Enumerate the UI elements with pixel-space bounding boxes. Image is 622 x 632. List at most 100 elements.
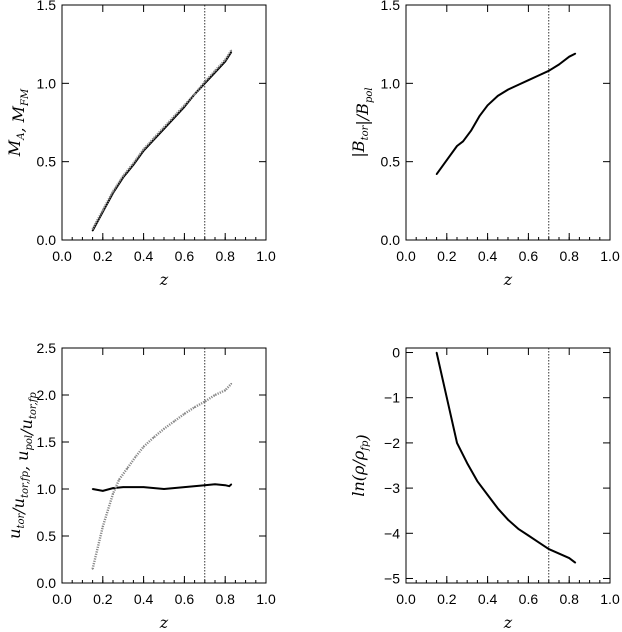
data-point bbox=[122, 174, 124, 177]
data-point bbox=[173, 420, 175, 423]
y-tick-label: 1.5 bbox=[381, 0, 401, 13]
y-tick-label: −5 bbox=[384, 570, 400, 586]
data-point bbox=[134, 456, 137, 458]
x-tick-label: 0.2 bbox=[437, 591, 457, 607]
y-axis-label: MA, MFM bbox=[5, 88, 31, 157]
y-label-part: M bbox=[5, 139, 24, 157]
data-point bbox=[91, 228, 94, 230]
y-tick-label: 0.5 bbox=[37, 528, 57, 544]
x-tick-label: 0.6 bbox=[175, 591, 195, 607]
data-point bbox=[204, 484, 206, 487]
data-point bbox=[228, 485, 231, 487]
data-point bbox=[142, 148, 145, 150]
y-tick-label: 0.0 bbox=[381, 232, 401, 248]
data-point bbox=[214, 394, 216, 396]
data-point bbox=[230, 382, 233, 385]
data-point bbox=[507, 518, 509, 521]
y-label-subscript: A bbox=[16, 133, 27, 141]
y-label-part: , M bbox=[9, 105, 28, 132]
data-point bbox=[183, 486, 186, 488]
data-point bbox=[470, 129, 473, 132]
plot-frame bbox=[405, 347, 611, 584]
y-tick-label: −3 bbox=[384, 480, 400, 496]
data-point bbox=[183, 104, 186, 107]
series-line-1 bbox=[435, 352, 576, 564]
y-label-part: |B bbox=[349, 140, 368, 157]
data-point bbox=[118, 478, 120, 481]
data-point bbox=[548, 548, 550, 550]
x-axis-label: z bbox=[503, 613, 513, 632]
x-tick-label: 0.2 bbox=[93, 248, 113, 264]
plot-frame bbox=[61, 347, 267, 584]
data-point bbox=[462, 140, 464, 143]
y-label-subscript: pol bbox=[364, 87, 375, 103]
data-point bbox=[163, 126, 165, 128]
data-point bbox=[193, 406, 196, 409]
x-axis-label: z bbox=[159, 270, 169, 289]
y-label-part: ) bbox=[353, 434, 372, 441]
y-label-subscript: tor bbox=[360, 124, 371, 140]
y-label-part: |/B bbox=[353, 103, 372, 126]
data-point bbox=[456, 145, 458, 147]
data-point bbox=[486, 104, 489, 107]
data-point bbox=[446, 159, 448, 161]
data-point bbox=[537, 541, 540, 544]
y-label-part: /u bbox=[9, 498, 28, 516]
data-point bbox=[102, 209, 104, 212]
x-axis-label: z bbox=[159, 613, 169, 632]
data-point bbox=[163, 488, 165, 490]
data-point bbox=[574, 561, 577, 564]
y-label-subscript: tor bbox=[16, 512, 27, 528]
x-tick-label: 0.8 bbox=[215, 591, 235, 607]
data-point bbox=[153, 137, 155, 139]
x-tick-label: 0.8 bbox=[559, 248, 579, 264]
data-point bbox=[435, 173, 438, 175]
y-label-subscript: fp bbox=[360, 440, 371, 452]
data-point bbox=[435, 351, 438, 354]
x-tick-label: 0.4 bbox=[478, 248, 498, 264]
data-point bbox=[102, 525, 104, 528]
y-tick-label: −2 bbox=[384, 435, 400, 451]
data-point bbox=[548, 70, 550, 72]
x-tick-label: 0.4 bbox=[134, 591, 154, 607]
series-line-2 bbox=[91, 382, 233, 570]
x-tick-label: 0.8 bbox=[215, 248, 235, 264]
data-point bbox=[230, 49, 233, 52]
data-point bbox=[517, 527, 519, 530]
x-tick-label: 0.6 bbox=[175, 248, 195, 264]
x-tick-label: 0.4 bbox=[478, 591, 498, 607]
data-point bbox=[537, 74, 540, 77]
data-point bbox=[568, 557, 570, 559]
x-tick-label: 0.0 bbox=[52, 248, 72, 264]
x-tick-label: 0.0 bbox=[52, 591, 72, 607]
data-point bbox=[230, 483, 233, 486]
y-label-subscript: FM bbox=[20, 88, 31, 107]
y-axis-label: ln(ρ/ρfp) bbox=[349, 434, 372, 496]
data-point bbox=[486, 494, 489, 496]
data-point bbox=[456, 442, 458, 444]
data-point bbox=[446, 396, 448, 399]
x-tick-label: 0.8 bbox=[559, 591, 579, 607]
data-point bbox=[476, 480, 479, 483]
y-tick-label: 1.0 bbox=[37, 481, 57, 497]
x-tick-label: 1.0 bbox=[256, 248, 276, 264]
x-tick-label: 1.0 bbox=[256, 591, 276, 607]
data-point bbox=[507, 88, 509, 91]
data-point bbox=[112, 487, 114, 489]
data-point bbox=[224, 484, 226, 487]
panel-4: 0.0 0.2 0.4 0.6 0.8 1.0 0 −1 −2 −3 −4 −5 z ln(ρ/ρfp) bbox=[349, 345, 620, 632]
data-point bbox=[558, 552, 560, 555]
data-point bbox=[224, 59, 226, 61]
y-axis-label: utor/utor,fp, upol/utor,fp bbox=[5, 392, 39, 539]
x-tick-label: 1.0 bbox=[600, 248, 620, 264]
y-tick-label: 2.0 bbox=[37, 387, 57, 403]
data-point bbox=[91, 568, 94, 570]
data-point bbox=[126, 467, 129, 470]
y-axis-label: |Btor|/Bpol bbox=[349, 87, 375, 157]
y-tick-label: 1.0 bbox=[37, 75, 57, 91]
data-point bbox=[122, 486, 124, 488]
y-label-subscript: tor,fp bbox=[20, 470, 31, 498]
y-label-subscript: tor,fp bbox=[28, 392, 39, 420]
data-point bbox=[574, 52, 577, 55]
data-point bbox=[466, 462, 469, 465]
